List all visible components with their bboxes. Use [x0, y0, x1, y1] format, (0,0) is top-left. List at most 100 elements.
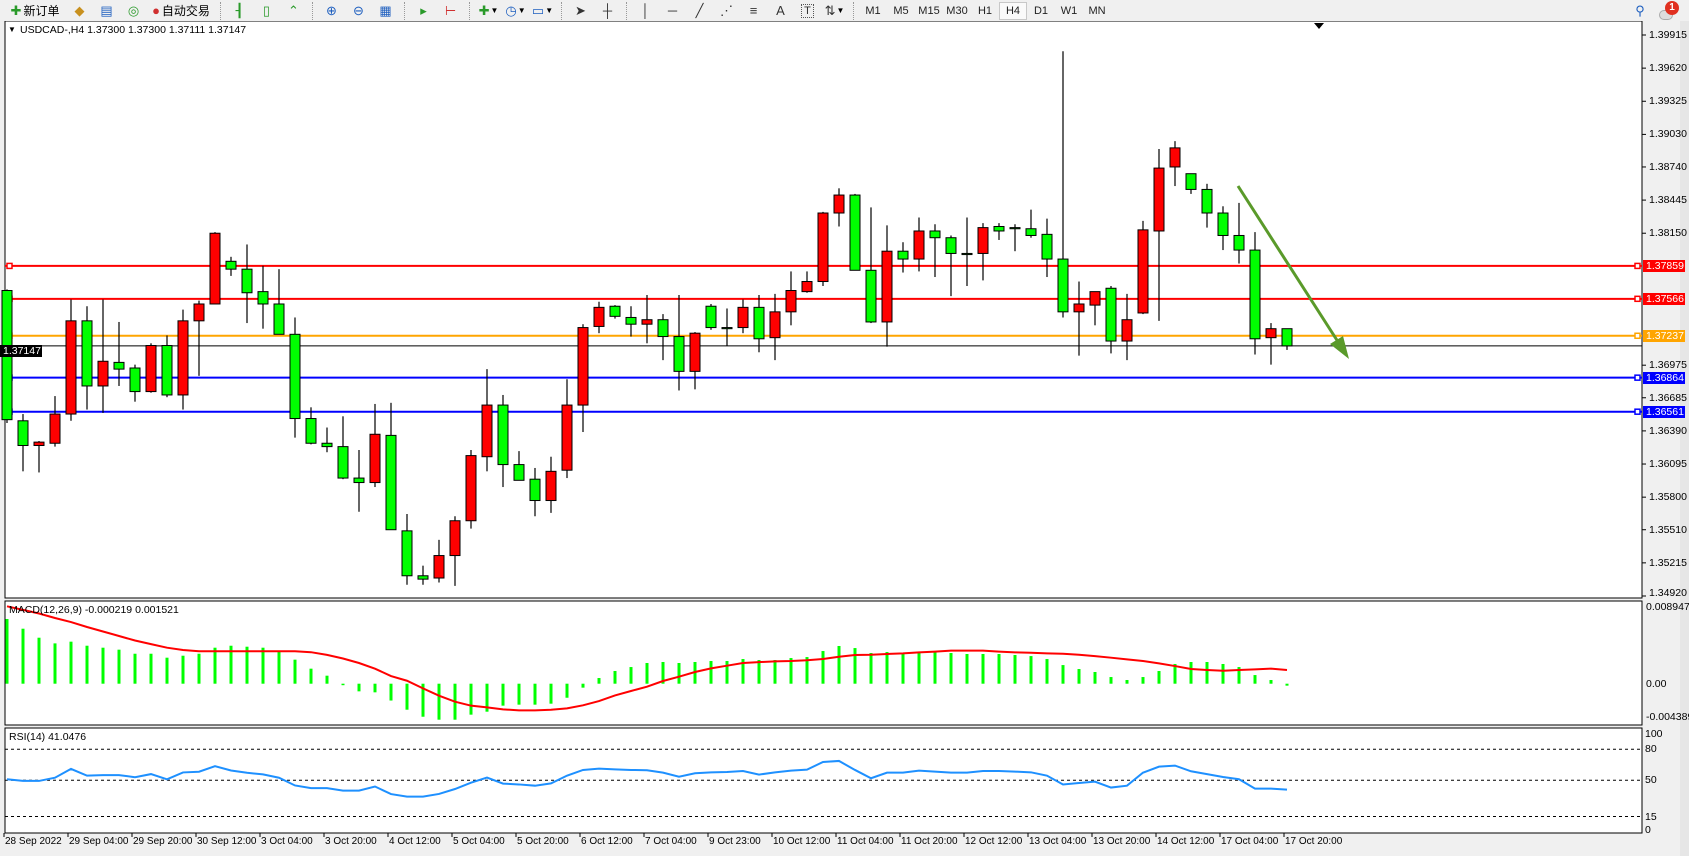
period-w1[interactable]: W1: [1060, 4, 1078, 17]
macd-histogram-bar: [357, 683, 361, 692]
candle: [577, 327, 589, 406]
period-h1[interactable]: H1: [977, 4, 993, 17]
macd-histogram-bar: [53, 643, 57, 684]
period-m15[interactable]: M15: [918, 4, 940, 17]
level-handle: [1634, 332, 1641, 340]
period-m5[interactable]: M5: [893, 4, 909, 17]
tile-windows-icon[interactable]: ▦: [379, 2, 392, 18]
candlestick-icon[interactable]: ▯: [262, 2, 271, 18]
macd-histogram-bar: [869, 653, 873, 684]
macd-histogram-bar: [117, 649, 121, 684]
macd-histogram-bar: [917, 653, 921, 684]
indicators-button[interactable]: ✚ ▼: [475, 1, 502, 21]
text-label-icon: T: [801, 3, 814, 18]
candle: [705, 305, 717, 329]
periods-button[interactable]: ◷ ▼: [502, 1, 529, 21]
period-m1[interactable]: M1: [865, 4, 881, 17]
rsi-line: [6, 759, 1288, 798]
candle: [769, 311, 781, 339]
price-axis-label: 1.35510: [1649, 523, 1687, 536]
terminal-icon[interactable]: ▤: [100, 2, 113, 18]
macd-histogram-bar: [741, 659, 745, 684]
arrows-icon: ⇅: [824, 2, 836, 18]
macd-histogram-bar: [133, 653, 137, 684]
chart-menu-triangle-icon[interactable]: ▼: [8, 25, 16, 34]
chart-window[interactable]: [0, 21, 1689, 856]
time-axis-label: 29 Sep 04:00: [69, 836, 129, 847]
rsi-axis-label: 50: [1645, 774, 1657, 787]
macd-histogram-bar: [853, 648, 857, 684]
candle: [945, 237, 957, 254]
period-m30[interactable]: M30: [946, 4, 968, 17]
macd-histogram-bar: [149, 653, 153, 684]
candle: [865, 269, 877, 323]
candle: [433, 555, 445, 579]
macd-histogram-bar: [1237, 667, 1241, 684]
trendline-icon[interactable]: ╱: [695, 2, 704, 18]
time-axis-label: 14 Oct 12:00: [1157, 836, 1215, 847]
macd-histogram-bar: [901, 654, 905, 684]
price-axis-label: 1.39620: [1649, 62, 1687, 75]
macd-histogram-bar: [69, 641, 73, 684]
candle: [465, 455, 477, 522]
candle: [97, 360, 109, 387]
candle: [1217, 212, 1229, 236]
macd-histogram-bar: [21, 628, 25, 684]
macd-histogram-bar: [837, 645, 841, 684]
period-d1[interactable]: D1: [1033, 4, 1049, 17]
candle: [753, 306, 765, 340]
time-axis-label: 17 Oct 04:00: [1221, 836, 1279, 847]
level-price-label: 1.36864: [1643, 371, 1685, 384]
price-axis-label: 1.36685: [1649, 391, 1687, 404]
notification-badge: 1: [1665, 0, 1679, 15]
bar-chart-icon[interactable]: ┨: [235, 2, 244, 18]
label-tool-button[interactable]: T: [794, 1, 821, 21]
crosshair-icon[interactable]: ┼: [602, 3, 613, 18]
cursor-icon[interactable]: ➤: [575, 2, 586, 18]
auto-scroll-icon[interactable]: ▸: [420, 2, 427, 18]
macd-histogram-bar: [1205, 662, 1209, 684]
separator: [312, 1, 313, 20]
time-axis-label: 13 Oct 20:00: [1093, 836, 1151, 847]
macd-histogram-bar: [533, 683, 537, 705]
time-axis-label: 4 Oct 12:00: [389, 836, 441, 847]
candle: [1153, 167, 1165, 232]
text-tool-button[interactable]: A: [767, 1, 794, 21]
macd-histogram-bar: [1253, 675, 1257, 684]
price-axis-label: 1.34920: [1649, 586, 1687, 599]
zoom-out-icon[interactable]: ⊖: [353, 2, 364, 18]
level-price-label: 1.36561: [1643, 405, 1685, 418]
right-scrollbar[interactable]: [1680, 21, 1689, 856]
fibo-fan-icon[interactable]: ≡: [749, 3, 758, 18]
zoom-in-icon[interactable]: ⊕: [326, 2, 337, 18]
trend-arrow-line[interactable]: [1236, 185, 1344, 349]
fibonacci-icon[interactable]: ⋰: [720, 2, 733, 18]
templates-button[interactable]: ▭ ▼: [529, 1, 556, 21]
candle: [721, 327, 733, 330]
period-mn[interactable]: MN: [1088, 4, 1106, 17]
arrows-button[interactable]: ⇅ ▼: [821, 1, 848, 21]
candle: [817, 212, 829, 283]
macd-histogram-bar: [5, 618, 9, 684]
period-h4[interactable]: H4: [999, 1, 1027, 20]
candle: [353, 477, 365, 484]
candle: [689, 332, 701, 372]
macd-histogram-bar: [949, 653, 953, 684]
horizontal-line-icon[interactable]: ─: [667, 3, 678, 18]
gold-icon[interactable]: ◆: [74, 2, 85, 18]
vertical-line-icon[interactable]: │: [641, 3, 650, 18]
new-order-button[interactable]: ✚ 新订单: [10, 2, 60, 19]
candle: [81, 320, 93, 387]
chart-shift-icon[interactable]: ⊢: [444, 2, 457, 18]
candle: [209, 232, 221, 305]
macd-histogram-bar: [373, 683, 377, 693]
candle: [1137, 229, 1149, 314]
line-chart-icon[interactable]: ⌃: [288, 2, 299, 18]
auto-trading-button[interactable]: ● 自动交易: [152, 3, 210, 18]
candle: [961, 252, 973, 256]
macd-histogram-bar: [885, 652, 889, 684]
candle: [657, 319, 669, 338]
search-icon[interactable]: ⚲: [1635, 2, 1645, 18]
notifications-icon[interactable]: 1: [1659, 0, 1679, 21]
signals-icon[interactable]: ◎: [127, 2, 140, 18]
